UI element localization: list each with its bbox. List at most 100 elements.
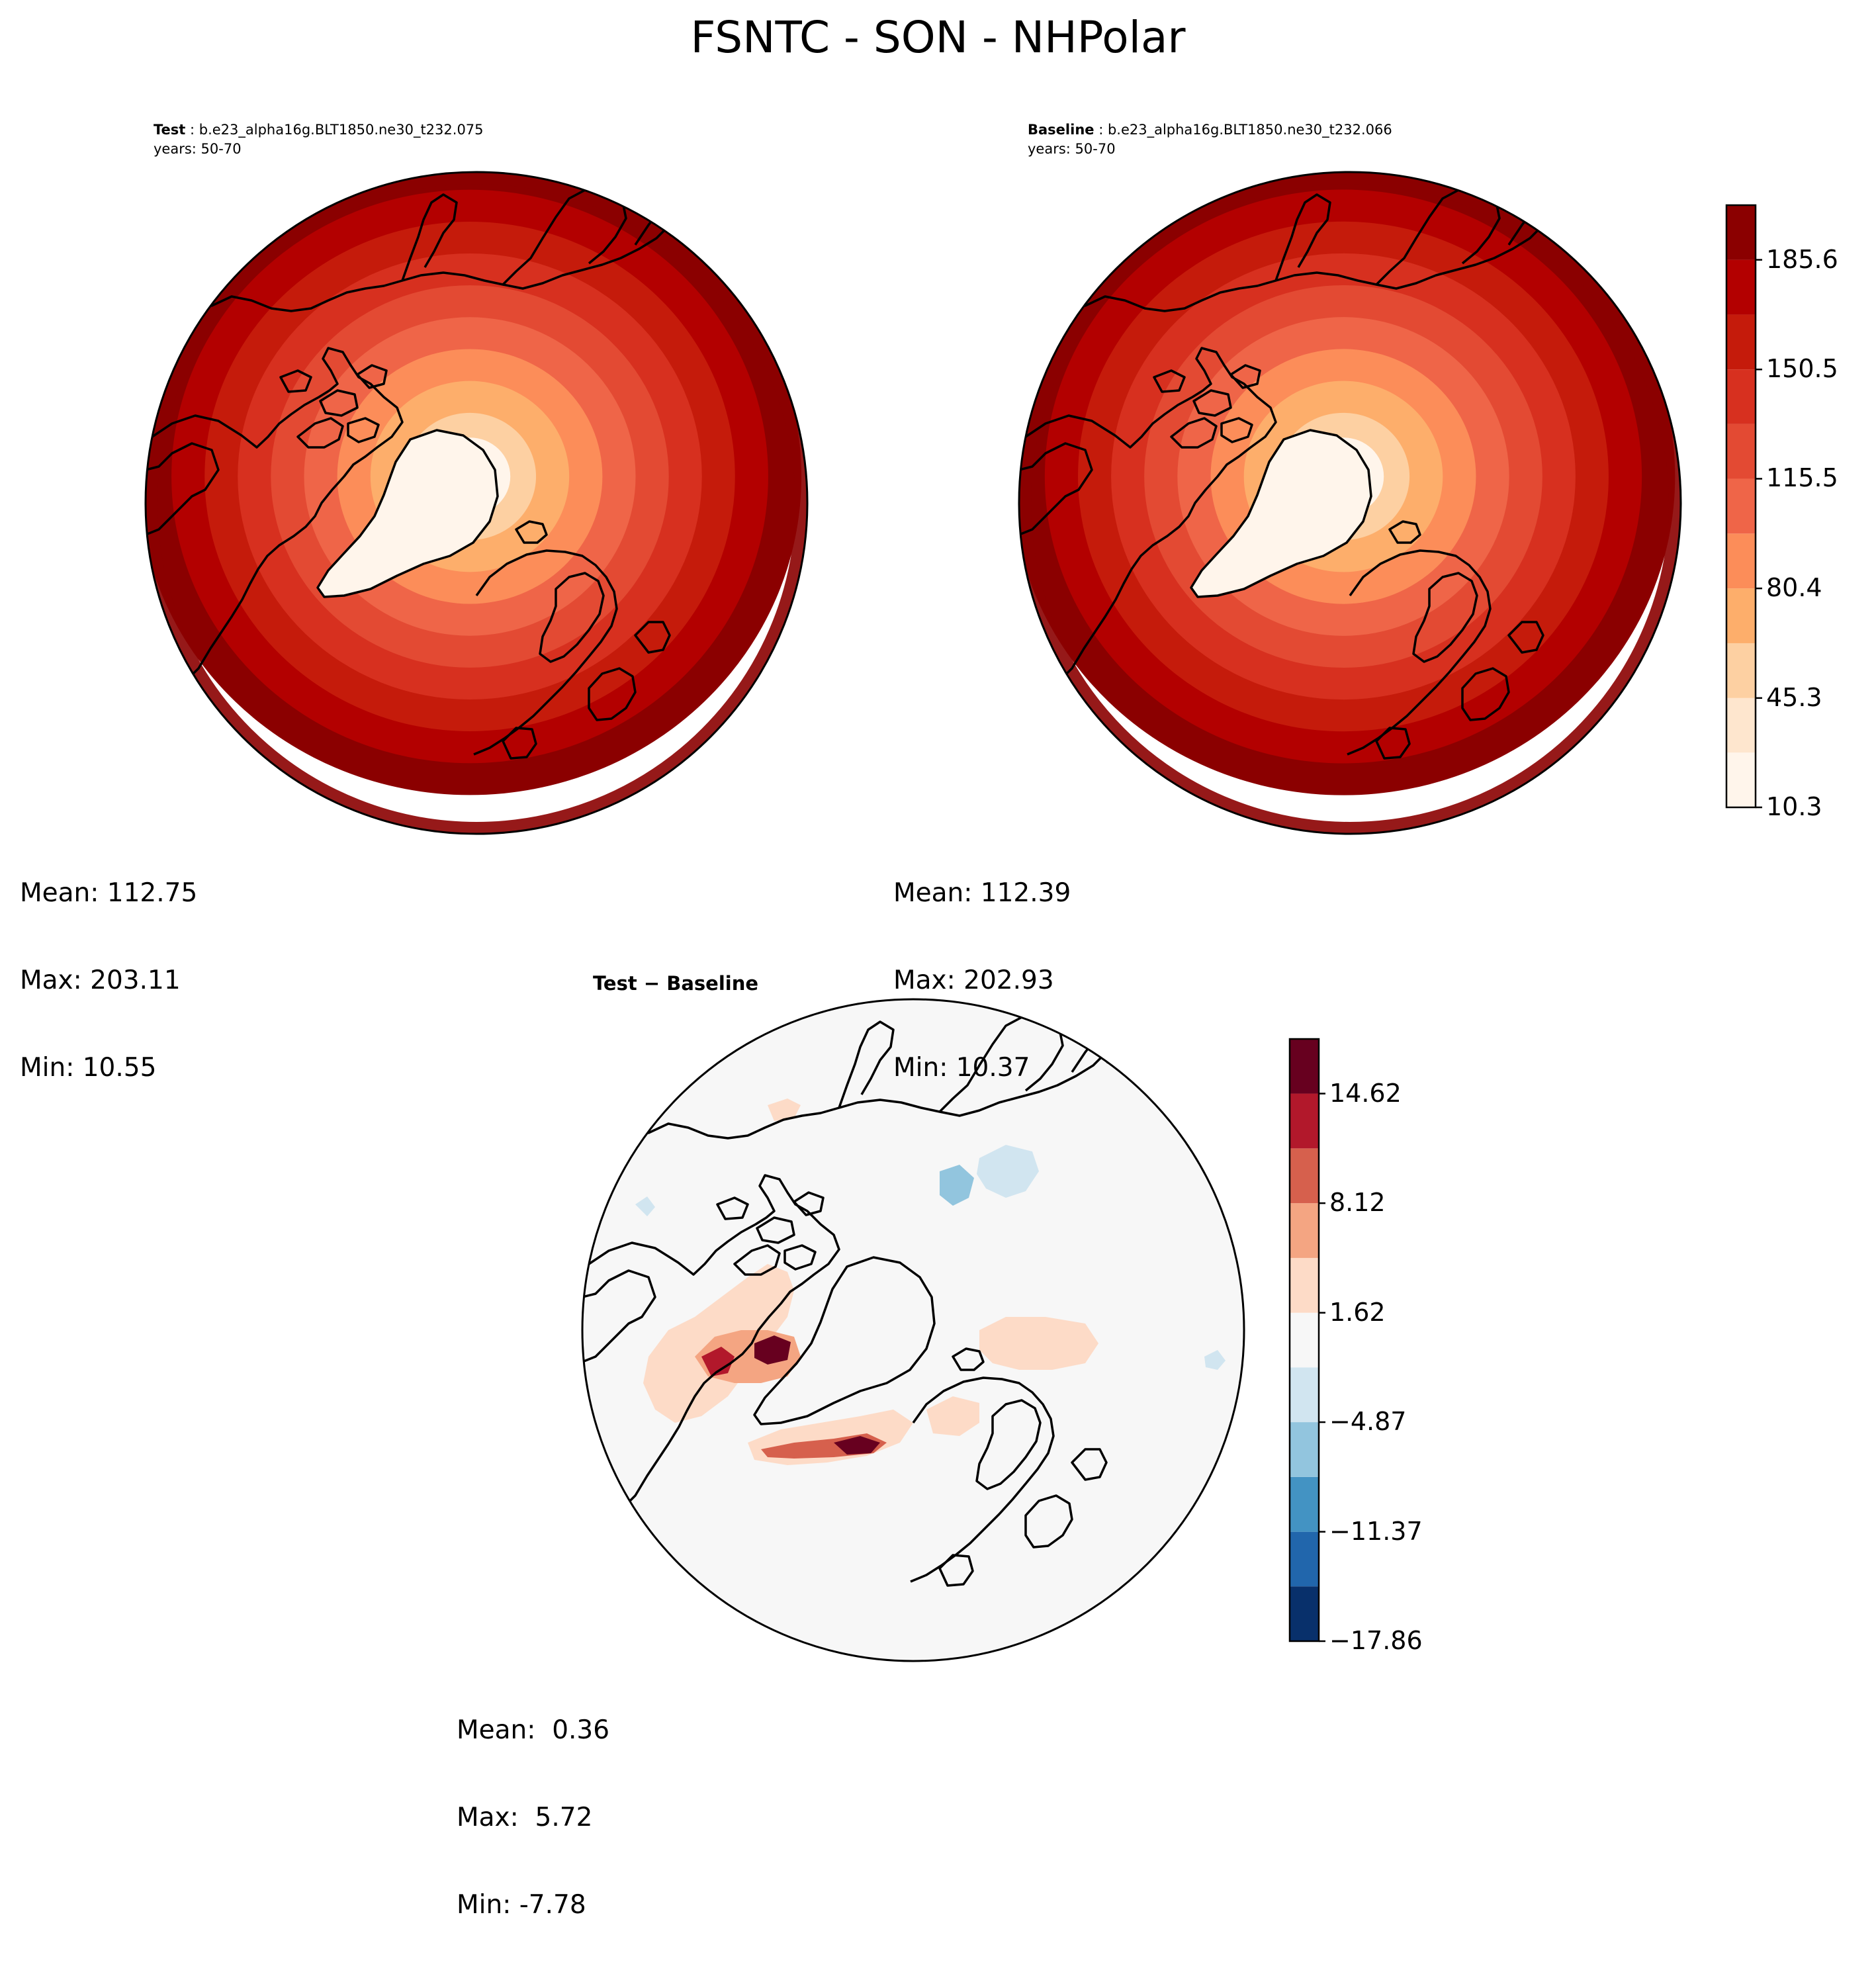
colorbar-diff-tick-label: 14.62 [1329, 1078, 1402, 1108]
coastline [1461, 667, 1510, 721]
colorbar-diff [1288, 1038, 1325, 1642]
coastline [1388, 520, 1421, 544]
coastline [733, 1244, 781, 1276]
figure-title: FSNTC - SON - NHPolar [690, 12, 1186, 63]
anomaly-region [940, 1165, 974, 1206]
colorbar-diff-swatch [1290, 1367, 1319, 1423]
colorbar-diff-swatch [1290, 1039, 1319, 1094]
anomaly-region [979, 1317, 1098, 1370]
map-test [144, 171, 809, 835]
colorbar-diff-swatch [1290, 1586, 1319, 1641]
coastline [401, 193, 458, 281]
panel-test-title-bold: Test [154, 122, 186, 138]
figure: FSNTC - SON - NHPolar Test : b.e23_alpha… [20, 12, 1838, 1920]
coastline [1170, 417, 1218, 449]
coastline [279, 369, 312, 393]
coastline [952, 1347, 985, 1371]
stats-diff-mean: Mean: 0.36 [457, 1715, 610, 1745]
coastline [347, 417, 380, 443]
anomaly-region [768, 1099, 801, 1121]
coastline [975, 1399, 1042, 1490]
anomaly-region [926, 1396, 979, 1436]
colorbar-main-swatch [1726, 259, 1756, 315]
colorbar-main-swatch [1726, 697, 1756, 753]
colorbar-diff-swatch [1290, 1148, 1319, 1204]
colorbar-main-swatch [1726, 314, 1756, 370]
stats-test: Mean: 112.75 Max: 203.11 Min: 10.55 [20, 821, 197, 1141]
map-baseline [1018, 171, 1682, 835]
panel-diff-title: Test − Baseline [593, 972, 759, 995]
panel-baseline-title-rest: : b.e23_alpha16g.BLT1850.ne30_t232.066 [1094, 122, 1392, 138]
stats-diff-max: Max: 5.72 [457, 1803, 593, 1832]
panel-test-title-rest: : b.e23_alpha16g.BLT1850.ne30_t232.075 [185, 122, 484, 138]
coastline [1274, 193, 1331, 281]
coastline [716, 1196, 749, 1220]
coastline [515, 520, 548, 544]
colorbar-main-swatch [1726, 205, 1756, 260]
stats-baseline-min: Min: 10.37 [893, 1053, 1030, 1083]
colorbar-diff-tick-label: −17.86 [1329, 1626, 1423, 1655]
colorbar-diff-swatch [1290, 1093, 1319, 1149]
coastline [1220, 417, 1253, 443]
colorbar-diff-swatch [1290, 1203, 1319, 1258]
coastline [171, 224, 671, 312]
colorbar-diff-swatch [1290, 1531, 1319, 1587]
greenland-field [318, 430, 498, 597]
colorbar-diff-tick-label: 1.62 [1329, 1297, 1386, 1327]
coastline [608, 1051, 1108, 1140]
coastline [938, 1554, 974, 1587]
colorbar-diff-tick-label: −11.37 [1329, 1516, 1423, 1546]
coastline [1071, 1448, 1108, 1481]
coastline [1347, 549, 1492, 756]
colorbar-diff-tick-label: 8.12 [1329, 1188, 1386, 1218]
coastline [1229, 364, 1261, 389]
coastline [1507, 621, 1544, 654]
colorbar-main-swatch [1726, 424, 1756, 479]
colorbar-diff-swatch [1290, 1312, 1319, 1368]
colorbar-main-tick-label: 150.5 [1766, 354, 1838, 384]
anomaly-region [1204, 1350, 1226, 1370]
map-boundary [144, 171, 809, 835]
panel-baseline-title-bold: Baseline [1028, 122, 1094, 138]
coastline [1192, 389, 1232, 417]
stats-baseline: Mean: 112.39 Max: 202.93 Min: 10.37 [893, 821, 1071, 1141]
coastline [296, 417, 344, 449]
colorbar-main-swatch [1726, 369, 1756, 424]
panel-test-title: Test : b.e23_alpha16g.BLT1850.ne30_t232.… [154, 123, 484, 137]
coastline [356, 364, 388, 389]
coastline [793, 1191, 825, 1216]
colorbar-main-frame [1725, 204, 1757, 809]
colorbar-diff-swatch [1290, 1476, 1319, 1532]
panel-baseline-years: years: 50-70 [1028, 141, 1116, 157]
colorbar-main-tick-label: 80.4 [1766, 573, 1822, 603]
anomaly-region [834, 1436, 880, 1455]
colorbar-main-swatch [1726, 588, 1756, 643]
colorbar-main-swatch [1726, 643, 1756, 698]
colorbar-main-swatch [1726, 533, 1756, 589]
map-boundary [1018, 171, 1682, 835]
stats-baseline-max: Max: 202.93 [893, 966, 1054, 995]
stats-diff-min: Min: -7.78 [457, 1890, 586, 1920]
colorbar-main-swatch [1726, 752, 1756, 807]
coastline [473, 549, 618, 756]
colorbar-main-swatch [1726, 478, 1756, 534]
coastline [582, 1174, 840, 1531]
coastline [838, 1020, 895, 1108]
stats-test-min: Min: 10.55 [20, 1053, 157, 1083]
map-boundary [581, 998, 1245, 1662]
coastline [539, 572, 605, 663]
coastline [783, 1244, 817, 1271]
colorbar-main [1725, 204, 1762, 809]
coastline [588, 667, 637, 721]
anomaly-region [977, 1145, 1039, 1198]
anomaly-region [635, 1196, 655, 1216]
colorbar-main-tick-label: 45.3 [1766, 682, 1822, 712]
coastline [753, 1256, 936, 1425]
colorbar-diff-swatch [1290, 1257, 1319, 1313]
coastline [756, 1216, 795, 1244]
stats-test-mean: Mean: 112.75 [20, 878, 198, 908]
coastline [1190, 429, 1372, 598]
greenland-field [1191, 430, 1371, 597]
coastline [502, 727, 537, 760]
panel-baseline-title: Baseline : b.e23_alpha16g.BLT1850.ne30_t… [1028, 123, 1392, 137]
